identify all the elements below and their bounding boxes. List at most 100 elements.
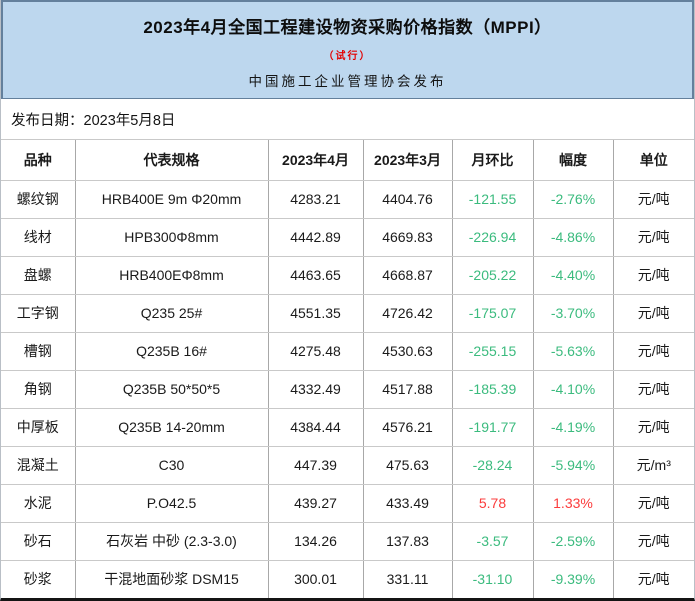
cell-unit: 元/吨 bbox=[613, 256, 694, 295]
cell-unit: 元/吨 bbox=[613, 294, 694, 333]
cell-april: 439.27 bbox=[268, 484, 364, 523]
table-row: 砂石 石灰岩 中砂 (2.3-3.0) 134.26 137.83 -3.57 -2.59… bbox=[1, 522, 694, 561]
cell-unit: 元/吨 bbox=[613, 522, 694, 561]
cell-variety: 砂石 bbox=[1, 522, 76, 561]
cell-march: 4530.63 bbox=[363, 332, 453, 371]
cell-mom-change: -28.24 bbox=[452, 446, 534, 485]
cell-april: 4332.49 bbox=[268, 370, 364, 409]
cell-march: 4726.42 bbox=[363, 294, 453, 333]
cell-april: 4463.65 bbox=[268, 256, 364, 295]
cell-mom-change: 5.78 bbox=[452, 484, 534, 523]
cell-variety: 角钢 bbox=[1, 370, 76, 409]
report-banner: 2023年4月全国工程建设物资采购价格指数（MPPI） （试行） 中国施工企业管… bbox=[1, 0, 694, 99]
column-header-spec: 代表规格 bbox=[75, 140, 269, 181]
cell-pct: -4.10% bbox=[533, 370, 614, 409]
cell-variety: 中厚板 bbox=[1, 408, 76, 447]
cell-unit: 元/吨 bbox=[613, 484, 694, 523]
cell-unit: 元/吨 bbox=[637, 571, 670, 588]
publish-date-row: 发布日期： 2023年5月8日 bbox=[1, 99, 694, 140]
table-row: 砂浆 干混地面砂浆 DSM15 300.01 331.11 -31.10 -9.39% 元/… bbox=[1, 560, 694, 598]
cell-pct: -5.94% bbox=[533, 446, 614, 485]
cell-april: 300.01 bbox=[268, 560, 364, 598]
cell-variety: 砂浆 bbox=[1, 560, 76, 598]
cell-pct: -2.76% bbox=[533, 180, 614, 219]
table-row: 中厚板 Q235B 14-20mm 4384.44 4576.21 -191.77 -4.… bbox=[1, 408, 694, 447]
column-header-variety: 品种 bbox=[1, 140, 76, 181]
column-header-mom-change: 月环比 bbox=[452, 140, 534, 181]
publish-date-value: 2023年5月8日 bbox=[83, 112, 176, 129]
cell-march: 137.83 bbox=[363, 522, 453, 561]
cell-mom-change: -31.10 bbox=[452, 560, 534, 598]
cell-spec: Q235B 14-20mm bbox=[75, 408, 269, 447]
cell-variety: 槽钢 bbox=[1, 332, 76, 371]
cell-pct: -4.86% bbox=[533, 218, 614, 257]
cell-pct: -2.59% bbox=[533, 522, 614, 561]
cell-unit: 元/m³ bbox=[613, 446, 694, 485]
cell-mom-change: -185.39 bbox=[452, 370, 534, 409]
cell-mom-change: -3.57 bbox=[452, 522, 534, 561]
cell-april: 4384.44 bbox=[268, 408, 364, 447]
report-title: 2023年4月全国工程建设物资采购价格指数（MPPI） bbox=[143, 18, 552, 37]
cell-march: 475.63 bbox=[363, 446, 453, 485]
cell-mom-change: -175.07 bbox=[452, 294, 534, 333]
cell-variety: 线材 bbox=[1, 218, 76, 257]
cell-pct: -5.63% bbox=[533, 332, 614, 371]
cell-variety: 盘螺 bbox=[1, 256, 76, 295]
cell-spec: P.O42.5 bbox=[75, 484, 269, 523]
cell-spec: 干混地面砂浆 DSM15 bbox=[75, 560, 269, 598]
price-table: 品种 代表规格 2023年4月 2023年3月 月环比 幅度 单位 螺纹钢 HRB… bbox=[1, 140, 694, 598]
cell-march: 4668.87 bbox=[363, 256, 453, 295]
cell-mom-change: -226.94 bbox=[452, 218, 534, 257]
cell-pct: -3.70% bbox=[533, 294, 614, 333]
cell-pct: -9.39% bbox=[533, 560, 614, 598]
cell-spec: HRB400E 9m Φ20mm bbox=[75, 180, 269, 219]
report-subtitle: （试行） bbox=[323, 50, 372, 62]
cell-pct: -4.19% bbox=[533, 408, 614, 447]
table-row: 混凝土 C30 447.39 475.63 -28.24 -5.94% 元/m³ bbox=[1, 446, 694, 485]
price-table-body: 螺纹钢 HRB400E 9m Φ20mm 4283.21 4404.76 -121.55… bbox=[1, 180, 694, 598]
column-header-pct: 幅度 bbox=[533, 140, 614, 181]
cell-unit: 元/吨 bbox=[613, 218, 694, 257]
table-row: 工字钢 Q235 25# 4551.35 4726.42 -175.07 -3.70% 元/… bbox=[1, 294, 694, 333]
cell-unit: 元/吨 bbox=[613, 370, 694, 409]
cell-variety: 工字钢 bbox=[1, 294, 76, 333]
table-header-row: 品种 代表规格 2023年4月 2023年3月 月环比 幅度 单位 bbox=[1, 140, 694, 181]
cell-spec: Q235B 16# bbox=[75, 332, 269, 371]
cell-april: 447.39 bbox=[268, 446, 364, 485]
cell-spec: HPB300Φ8mm bbox=[75, 218, 269, 257]
cell-march: 4517.88 bbox=[363, 370, 453, 409]
cell-spec: Q235 25# bbox=[75, 294, 269, 333]
cell-april: 134.26 bbox=[268, 522, 364, 561]
table-row: 角钢 Q235B 50*50*5 4332.49 4517.88 -185.39 -4.1… bbox=[1, 370, 694, 409]
cell-spec: C30 bbox=[75, 446, 269, 485]
cell-april: 4551.35 bbox=[268, 294, 364, 333]
table-row: 盘螺 HRB400EΦ8mm 4463.65 4668.87 -205.22 -4.40%… bbox=[1, 256, 694, 295]
cell-mom-change: -191.77 bbox=[452, 408, 534, 447]
cell-unit: 元/吨 bbox=[613, 332, 694, 371]
cell-variety: 螺纹钢 bbox=[1, 180, 76, 219]
cell-unit: 元/吨 bbox=[613, 180, 694, 219]
publish-date-label: 发布日期： bbox=[11, 112, 84, 129]
cell-april: 4442.89 bbox=[268, 218, 364, 257]
column-header-unit: 单位 bbox=[613, 140, 694, 181]
table-row: 线材 HPB300Φ8mm 4442.89 4669.83 -226.94 -4.86% 元… bbox=[1, 218, 694, 257]
cell-unit: 元/吨 bbox=[613, 408, 694, 447]
cell-march: 4576.21 bbox=[363, 408, 453, 447]
table-row: 水泥 P.O42.5 439.27 433.49 5.78 1.33% 元/吨 bbox=[1, 484, 694, 523]
table-row: 槽钢 Q235B 16# 4275.48 4530.63 -255.15 -5.63% 元/… bbox=[1, 332, 694, 371]
cell-march: 331.11 bbox=[363, 560, 453, 598]
cell-march: 433.49 bbox=[363, 484, 453, 523]
cell-march: 4404.76 bbox=[363, 180, 453, 219]
report-publisher: 中国施工企业管理协会发布 bbox=[248, 74, 447, 90]
cell-mom-change: -205.22 bbox=[452, 256, 534, 295]
cell-mom-change: -121.55 bbox=[452, 180, 534, 219]
cell-spec: HRB400EΦ8mm bbox=[75, 256, 269, 295]
table-row: 螺纹钢 HRB400E 9m Φ20mm 4283.21 4404.76 -121.55… bbox=[1, 180, 694, 219]
cell-variety: 混凝土 bbox=[1, 446, 76, 485]
cell-april: 4283.21 bbox=[268, 180, 364, 219]
cell-variety: 水泥 bbox=[1, 484, 76, 523]
cell-pct: 1.33% bbox=[533, 484, 614, 523]
cell-pct: -4.40% bbox=[533, 256, 614, 295]
cell-march: 4669.83 bbox=[363, 218, 453, 257]
